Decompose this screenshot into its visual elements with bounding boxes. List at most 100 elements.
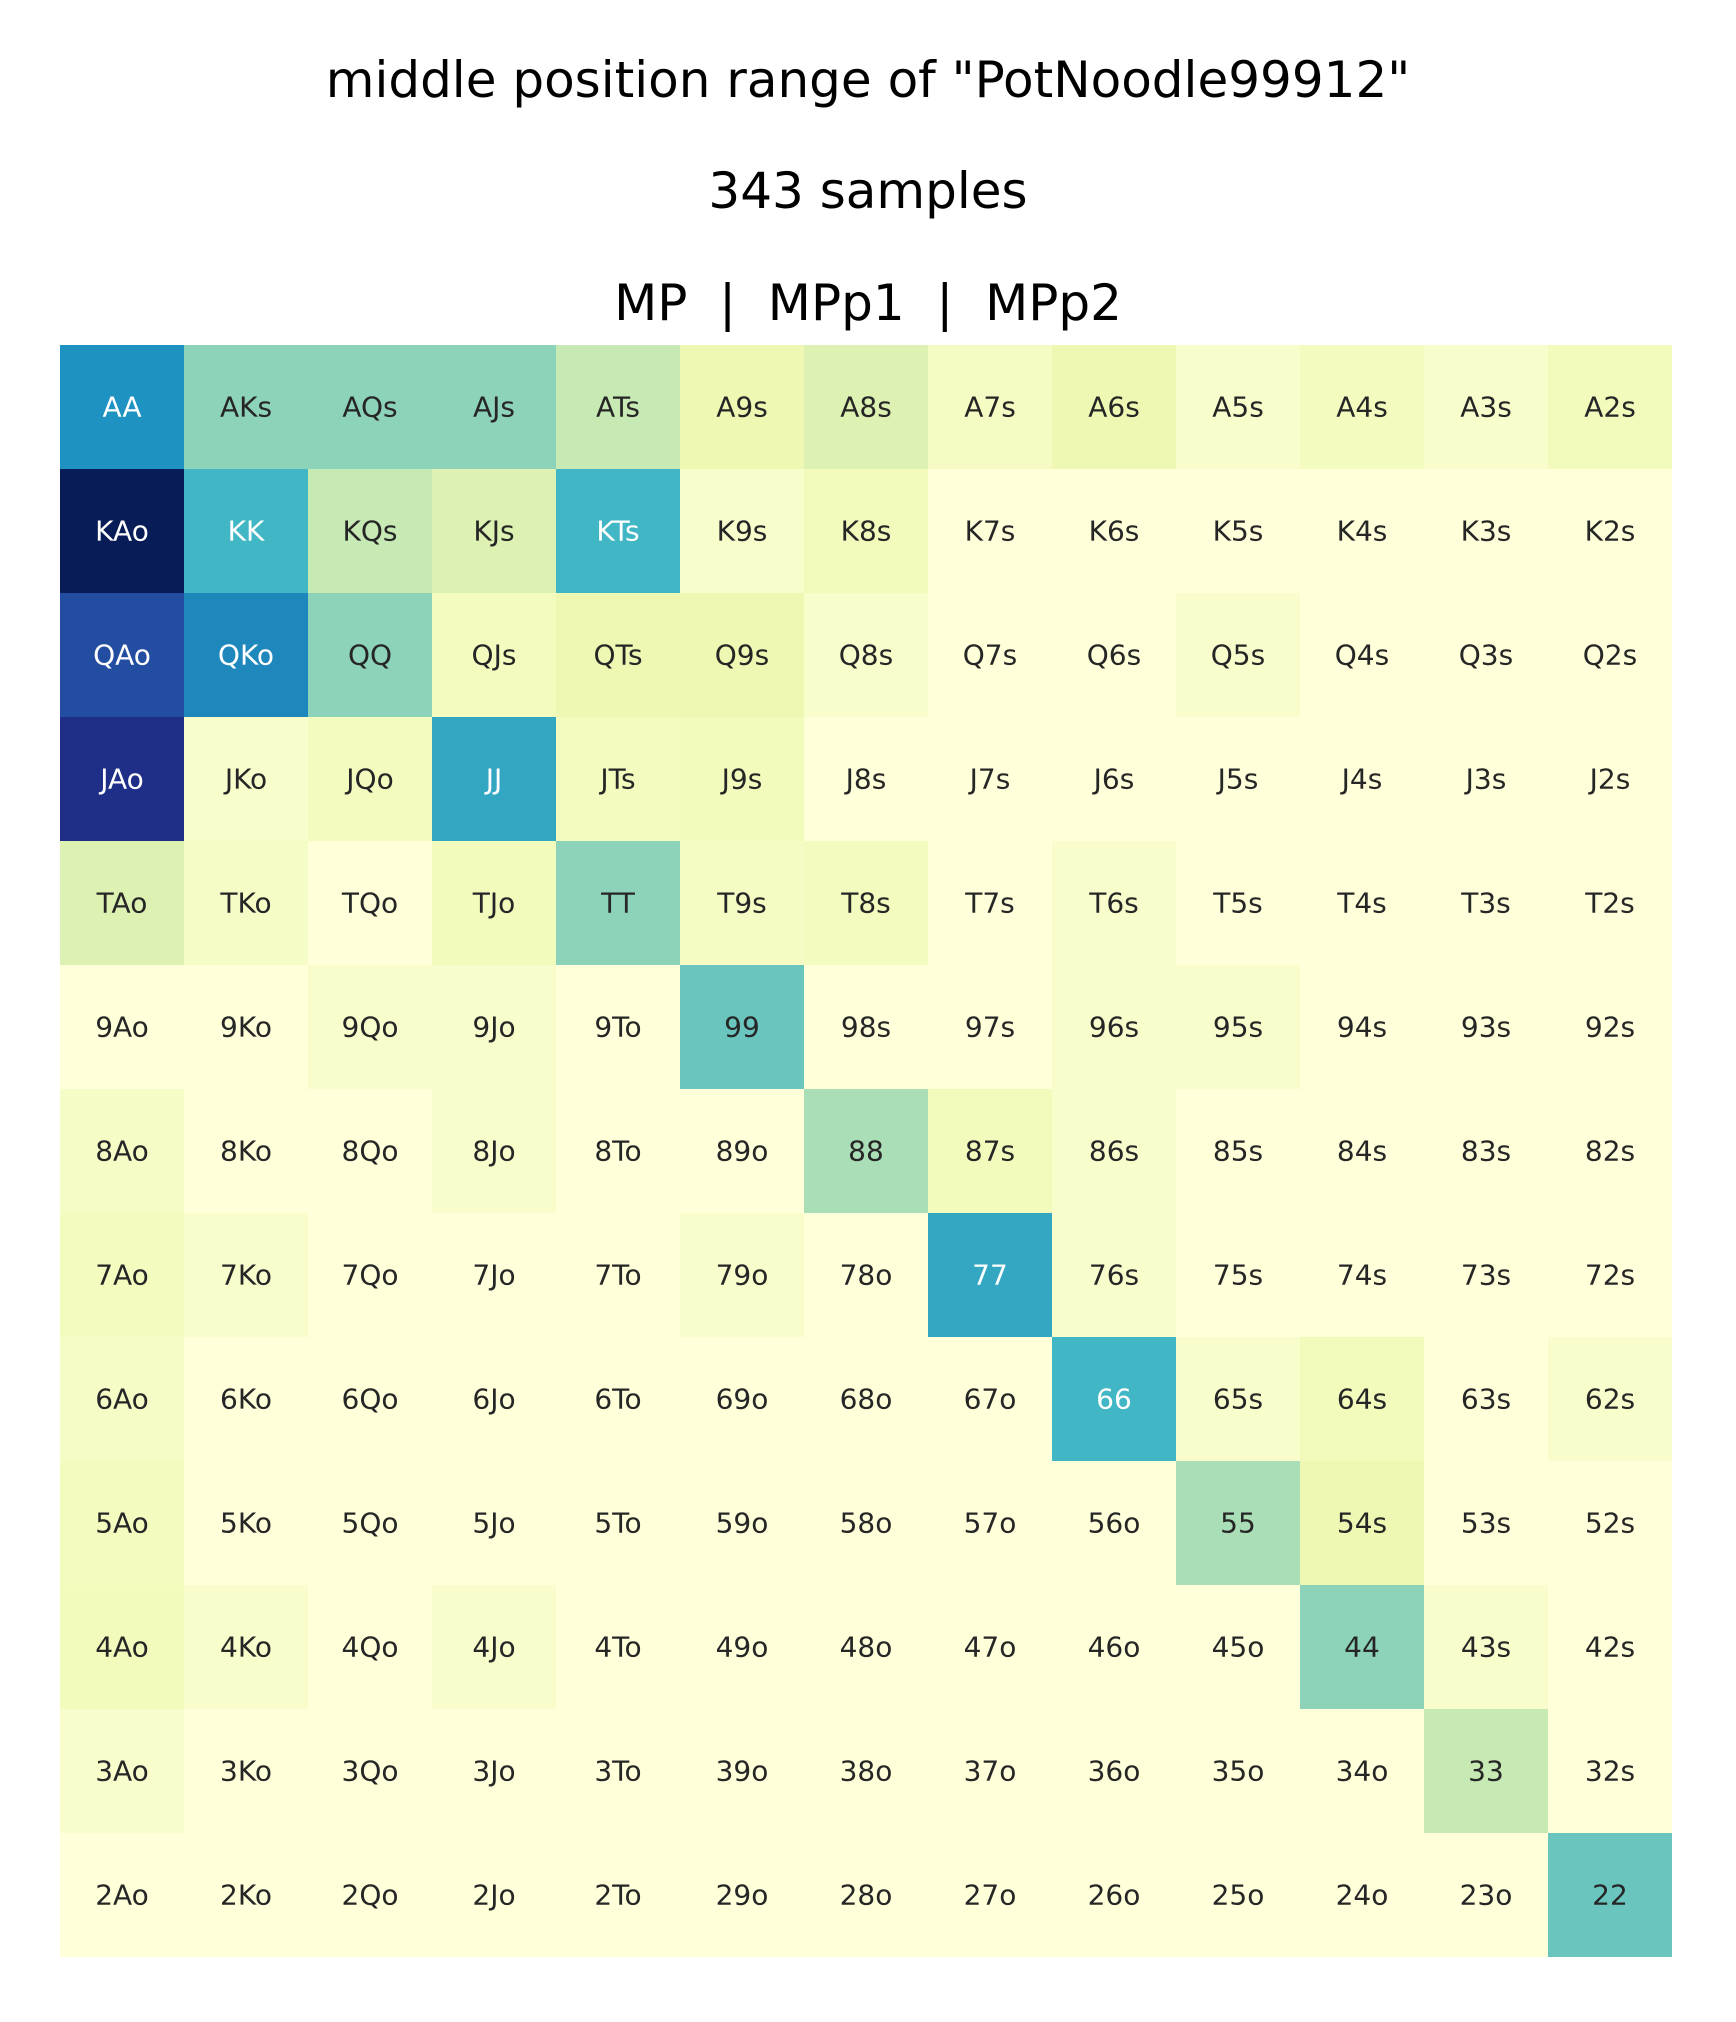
heatmap-cell-J5s xyxy=(1176,717,1300,841)
heatmap-label-63s: 63s xyxy=(1461,1383,1511,1416)
heatmap-label-75s: 75s xyxy=(1213,1259,1263,1292)
heatmap-cell-55 xyxy=(1176,1461,1300,1585)
heatmap-label-2Ko: 2Ko xyxy=(220,1879,272,1912)
heatmap-cell-33 xyxy=(1424,1709,1548,1833)
heatmap-label-K5s: K5s xyxy=(1213,515,1264,548)
heatmap-label-53s: 53s xyxy=(1461,1507,1511,1540)
heatmap-label-K8s: K8s xyxy=(841,515,892,548)
heatmap-label-T8s: T8s xyxy=(840,887,891,920)
heatmap-label-KJs: KJs xyxy=(473,515,514,548)
heatmap-label-TAo: TAo xyxy=(96,887,148,920)
heatmap-label-39o: 39o xyxy=(716,1755,769,1788)
heatmap-cell-K2s xyxy=(1548,469,1672,593)
heatmap-cell-32s xyxy=(1548,1709,1672,1833)
heatmap-label-J9s: J9s xyxy=(720,763,763,796)
heatmap-cell-72s xyxy=(1548,1213,1672,1337)
heatmap-label-83s: 83s xyxy=(1461,1135,1511,1168)
heatmap-cell-85s xyxy=(1176,1089,1300,1213)
heatmap-cell-TKo xyxy=(184,841,308,965)
heatmap-cell-26o xyxy=(1052,1833,1176,1957)
heatmap-label-9Jo: 9Jo xyxy=(472,1011,515,1044)
heatmap-cell-65s xyxy=(1176,1337,1300,1461)
heatmap-cell-Q6s xyxy=(1052,593,1176,717)
heatmap-cell-J6s xyxy=(1052,717,1176,841)
heatmap-cell-T2s xyxy=(1548,841,1672,965)
heatmap-cell-6Ao xyxy=(60,1337,184,1461)
heatmap-label-64s: 64s xyxy=(1337,1383,1387,1416)
heatmap-label-5Qo: 5Qo xyxy=(342,1507,399,1540)
heatmap-label-Q7s: Q7s xyxy=(963,639,1017,672)
heatmap-label-7Qo: 7Qo xyxy=(342,1259,399,1292)
heatmap-label-K3s: K3s xyxy=(1461,515,1512,548)
heatmap-label-27o: 27o xyxy=(964,1879,1017,1912)
heatmap-cell-53s xyxy=(1424,1461,1548,1585)
heatmap-cell-JAo xyxy=(60,717,184,841)
heatmap-label-68o: 68o xyxy=(840,1383,893,1416)
heatmap-cell-37o xyxy=(928,1709,1052,1833)
heatmap-label-9To: 9To xyxy=(594,1011,641,1044)
heatmap-label-6Qo: 6Qo xyxy=(342,1383,399,1416)
heatmap-cell-89o xyxy=(680,1089,804,1213)
heatmap-cell-A8s xyxy=(804,345,928,469)
heatmap-cell-22 xyxy=(1548,1833,1672,1957)
heatmap-cell-T5s xyxy=(1176,841,1300,965)
heatmap-cell-84s xyxy=(1300,1089,1424,1213)
heatmap-label-5To: 5To xyxy=(594,1507,641,1540)
heatmap-cell-Q8s xyxy=(804,593,928,717)
heatmap-label-47o: 47o xyxy=(964,1631,1017,1664)
heatmap-cell-KTs xyxy=(556,469,680,593)
heatmap-cell-6To xyxy=(556,1337,680,1461)
heatmap-cell-A6s xyxy=(1052,345,1176,469)
heatmap-label-A8s: A8s xyxy=(840,391,892,424)
heatmap-cell-5To xyxy=(556,1461,680,1585)
heatmap-cell-TAo xyxy=(60,841,184,965)
heatmap-cell-Q3s xyxy=(1424,593,1548,717)
heatmap-label-87s: 87s xyxy=(965,1135,1015,1168)
heatmap-label-TT: TT xyxy=(600,887,636,920)
heatmap-label-94s: 94s xyxy=(1337,1011,1387,1044)
heatmap-cell-44 xyxy=(1300,1585,1424,1709)
heatmap-cell-A4s xyxy=(1300,345,1424,469)
heatmap-cell-9To xyxy=(556,965,680,1089)
heatmap-label-JQo: JQo xyxy=(344,763,393,796)
heatmap-cell-6Ko xyxy=(184,1337,308,1461)
heatmap-label-95s: 95s xyxy=(1213,1011,1263,1044)
heatmap-cell-2To xyxy=(556,1833,680,1957)
heatmap-cell-K7s xyxy=(928,469,1052,593)
heatmap-cell-8Ko xyxy=(184,1089,308,1213)
heatmap-cell-4Ko xyxy=(184,1585,308,1709)
heatmap-label-67o: 67o xyxy=(964,1383,1017,1416)
heatmap-cell-43s xyxy=(1424,1585,1548,1709)
heatmap-label-93s: 93s xyxy=(1461,1011,1511,1044)
heatmap-label-73s: 73s xyxy=(1461,1259,1511,1292)
heatmap-label-8Ko: 8Ko xyxy=(220,1135,272,1168)
heatmap-cell-4Ao xyxy=(60,1585,184,1709)
heatmap-label-8Jo: 8Jo xyxy=(472,1135,515,1168)
heatmap-label-97s: 97s xyxy=(965,1011,1015,1044)
heatmap-label-26o: 26o xyxy=(1088,1879,1141,1912)
heatmap-cell-AJs xyxy=(432,345,556,469)
heatmap-label-22: 22 xyxy=(1592,1879,1628,1912)
heatmap-label-55: 55 xyxy=(1220,1507,1256,1540)
heatmap-label-A6s: A6s xyxy=(1088,391,1140,424)
heatmap-cell-95s xyxy=(1176,965,1300,1089)
heatmap-label-J5s: J5s xyxy=(1216,763,1259,796)
heatmap-label-57o: 57o xyxy=(964,1507,1017,1540)
heatmap-cell-3To xyxy=(556,1709,680,1833)
heatmap-label-T4s: T4s xyxy=(1336,887,1387,920)
heatmap-label-Q5s: Q5s xyxy=(1211,639,1265,672)
heatmap-cell-63s xyxy=(1424,1337,1548,1461)
heatmap-label-7Ko: 7Ko xyxy=(220,1259,272,1292)
heatmap-label-46o: 46o xyxy=(1088,1631,1141,1664)
heatmap-label-42s: 42s xyxy=(1585,1631,1635,1664)
chart-subtitle-samples: 343 samples xyxy=(708,162,1028,220)
heatmap-label-78o: 78o xyxy=(840,1259,893,1292)
heatmap-label-49o: 49o xyxy=(716,1631,769,1664)
heatmap-label-AJs: AJs xyxy=(473,391,515,424)
heatmap-cell-29o xyxy=(680,1833,804,1957)
heatmap-cell-JQo xyxy=(308,717,432,841)
heatmap-cell-QKo xyxy=(184,593,308,717)
heatmap-label-4Jo: 4Jo xyxy=(472,1631,515,1664)
heatmap-label-2Jo: 2Jo xyxy=(472,1879,515,1912)
heatmap-label-T6s: T6s xyxy=(1088,887,1139,920)
